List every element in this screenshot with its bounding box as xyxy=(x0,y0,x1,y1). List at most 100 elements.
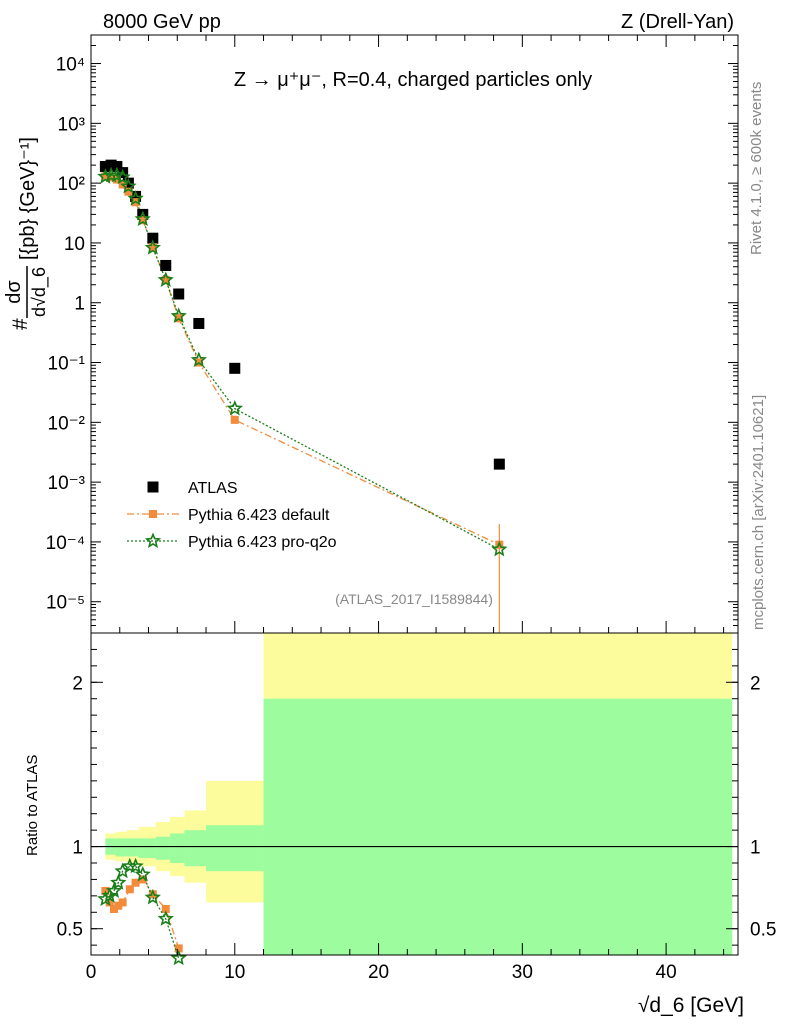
data-point-default xyxy=(112,175,121,184)
ratio-ytick-label-right: 2 xyxy=(750,673,761,694)
ratio-point-proq2o xyxy=(110,874,127,890)
data-point-proq2o xyxy=(226,400,243,416)
ylabel-hash: # xyxy=(9,318,32,330)
mcplots-label: mcplots.cern.ch [arXiv:2401.10621] xyxy=(750,395,767,630)
data-point-atlas xyxy=(99,160,111,172)
legend-marker-atlas xyxy=(147,481,159,493)
ylabel-den: d√d_6 xyxy=(29,267,50,317)
rivet-label: Rivet 4.1.0, ≥ 600k events xyxy=(748,82,765,255)
ratio-ylabel: Ratio to ATLAS xyxy=(24,755,41,856)
data-point-atlas xyxy=(122,177,134,189)
main-ytick-label: 1 xyxy=(74,294,85,315)
stat-uncertainty-band xyxy=(263,698,733,955)
plot-title: Z → μ⁺μ⁻, R=0.4, charged particles only xyxy=(234,69,592,91)
ratio-point-proq2o xyxy=(144,888,161,905)
x-tick-label: 0 xyxy=(86,962,97,983)
main-ylabel: # dσ d√d_6 [{pb} {GeV}⁻¹] xyxy=(3,137,50,330)
data-point-proq2o xyxy=(120,177,137,194)
main-ytick-label: 10² xyxy=(58,174,85,195)
legend-marker-proq2o xyxy=(144,532,162,549)
data-point-proq2o xyxy=(170,307,187,324)
ratio-ytick-label: 1 xyxy=(72,838,83,859)
ratio-point-default xyxy=(105,898,114,907)
main-ytick-label: 10 xyxy=(64,234,85,255)
main-ytick-label: 10⁻¹ xyxy=(48,354,86,375)
ratio-point-default xyxy=(131,878,140,887)
data-point-atlas xyxy=(173,288,185,300)
data-point-proq2o xyxy=(127,190,144,206)
data-point-proq2o xyxy=(144,239,161,255)
data-point-atlas xyxy=(130,190,142,202)
x-tick-label: 10 xyxy=(224,962,245,983)
data-point-atlas xyxy=(229,362,241,374)
header-right: Z (Drell-Yan) xyxy=(621,11,734,33)
main-ytick-label: 10³ xyxy=(58,114,85,135)
series-line-1 xyxy=(105,175,500,546)
data-point-default xyxy=(161,275,170,284)
analysis-tag: (ATLAS_2017_I1589844) xyxy=(335,591,493,607)
stat-uncertainty-band xyxy=(170,833,185,863)
data-point-default xyxy=(138,216,147,225)
data-point-atlas xyxy=(111,160,123,172)
ratio-point-default xyxy=(110,905,119,913)
series-line-2 xyxy=(105,174,500,550)
legend-label: Pythia 6.423 default xyxy=(188,507,330,524)
data-point-atlas xyxy=(105,159,117,171)
header-left: 8000 GeV pp xyxy=(103,11,221,33)
stat-uncertainty-band xyxy=(155,836,171,860)
main-ytick-label: 10⁻² xyxy=(48,413,86,434)
data-point-default xyxy=(107,173,116,182)
legend-label: Pythia 6.423 pro-q2o xyxy=(188,534,337,551)
stat-uncertainty-band xyxy=(126,838,139,857)
ratio-frame xyxy=(90,632,739,956)
ratio-ytick-label-right: 0.5 xyxy=(750,920,776,941)
ratio-line-1 xyxy=(105,865,180,959)
ratio-point-default xyxy=(118,898,127,907)
x-tick-label: 30 xyxy=(512,962,533,983)
ylabel-units: [{pb} {GeV}⁻¹] xyxy=(17,137,39,260)
stat-uncertainty-band xyxy=(138,838,156,859)
stat-uncertainty-band xyxy=(206,825,264,872)
ratio-line-0 xyxy=(104,878,180,949)
ratio-point-proq2o xyxy=(134,865,151,882)
data-point-proq2o xyxy=(134,210,151,227)
legend: ATLAS Pythia 6.423 default Pythia 6.423 pr… xyxy=(127,480,337,551)
ratio-panel: 0.5 0.51 12 20 10 20 30 40 Ratio to ATLAS √d_6 … xyxy=(24,632,776,1017)
stat-uncertainty-band xyxy=(184,830,207,867)
ratio-ytick-label: 0.5 xyxy=(57,920,83,941)
x-tick-label: 40 xyxy=(656,962,677,983)
ratio-point-default xyxy=(114,901,123,910)
ratio-point-default xyxy=(148,890,157,899)
data-point-atlas xyxy=(493,458,505,470)
data-point-default xyxy=(124,187,133,196)
data-point-proq2o xyxy=(190,351,207,367)
legend-marker-default xyxy=(149,510,157,518)
main-ytick-label: 10⁻³ xyxy=(48,473,86,494)
data-point-atlas xyxy=(147,232,159,244)
ratio-ytick-label: 2 xyxy=(72,673,83,694)
data-point-proq2o xyxy=(157,271,174,288)
data-point-default xyxy=(101,172,110,181)
ratio-point-proq2o xyxy=(127,857,144,874)
data-point-proq2o xyxy=(97,168,114,184)
main-ytick-label: 10⁴ xyxy=(56,55,85,76)
x-tick-label: 20 xyxy=(368,962,389,983)
x-axis-label: √d_6 [GeV] xyxy=(638,994,744,1017)
main-panel: 10⁻⁵ 10⁻⁴ 10⁻³ 10⁻² 10⁻¹ 1 10 10² 10³ 10⁴ Z → μ⁺μ… xyxy=(3,34,739,634)
data-point-proq2o xyxy=(114,168,131,185)
data-point-proq2o xyxy=(491,540,508,557)
main-ytick-label: 10⁻⁴ xyxy=(46,533,85,554)
ylabel-num: dσ xyxy=(3,280,25,304)
data-point-default xyxy=(230,415,239,424)
ratio-ytick-label-right: 1 xyxy=(750,838,761,859)
ratio-point-default xyxy=(125,885,134,894)
stat-uncertainty-band xyxy=(115,838,127,857)
legend-label: ATLAS xyxy=(188,480,238,497)
ratio-point-default xyxy=(174,944,183,953)
data-point-atlas xyxy=(160,259,172,271)
ratio-point-proq2o xyxy=(170,949,187,966)
ratio-point-proq2o xyxy=(105,882,123,898)
ratio-point-proq2o xyxy=(157,910,174,926)
ratio-point-default xyxy=(138,875,147,884)
